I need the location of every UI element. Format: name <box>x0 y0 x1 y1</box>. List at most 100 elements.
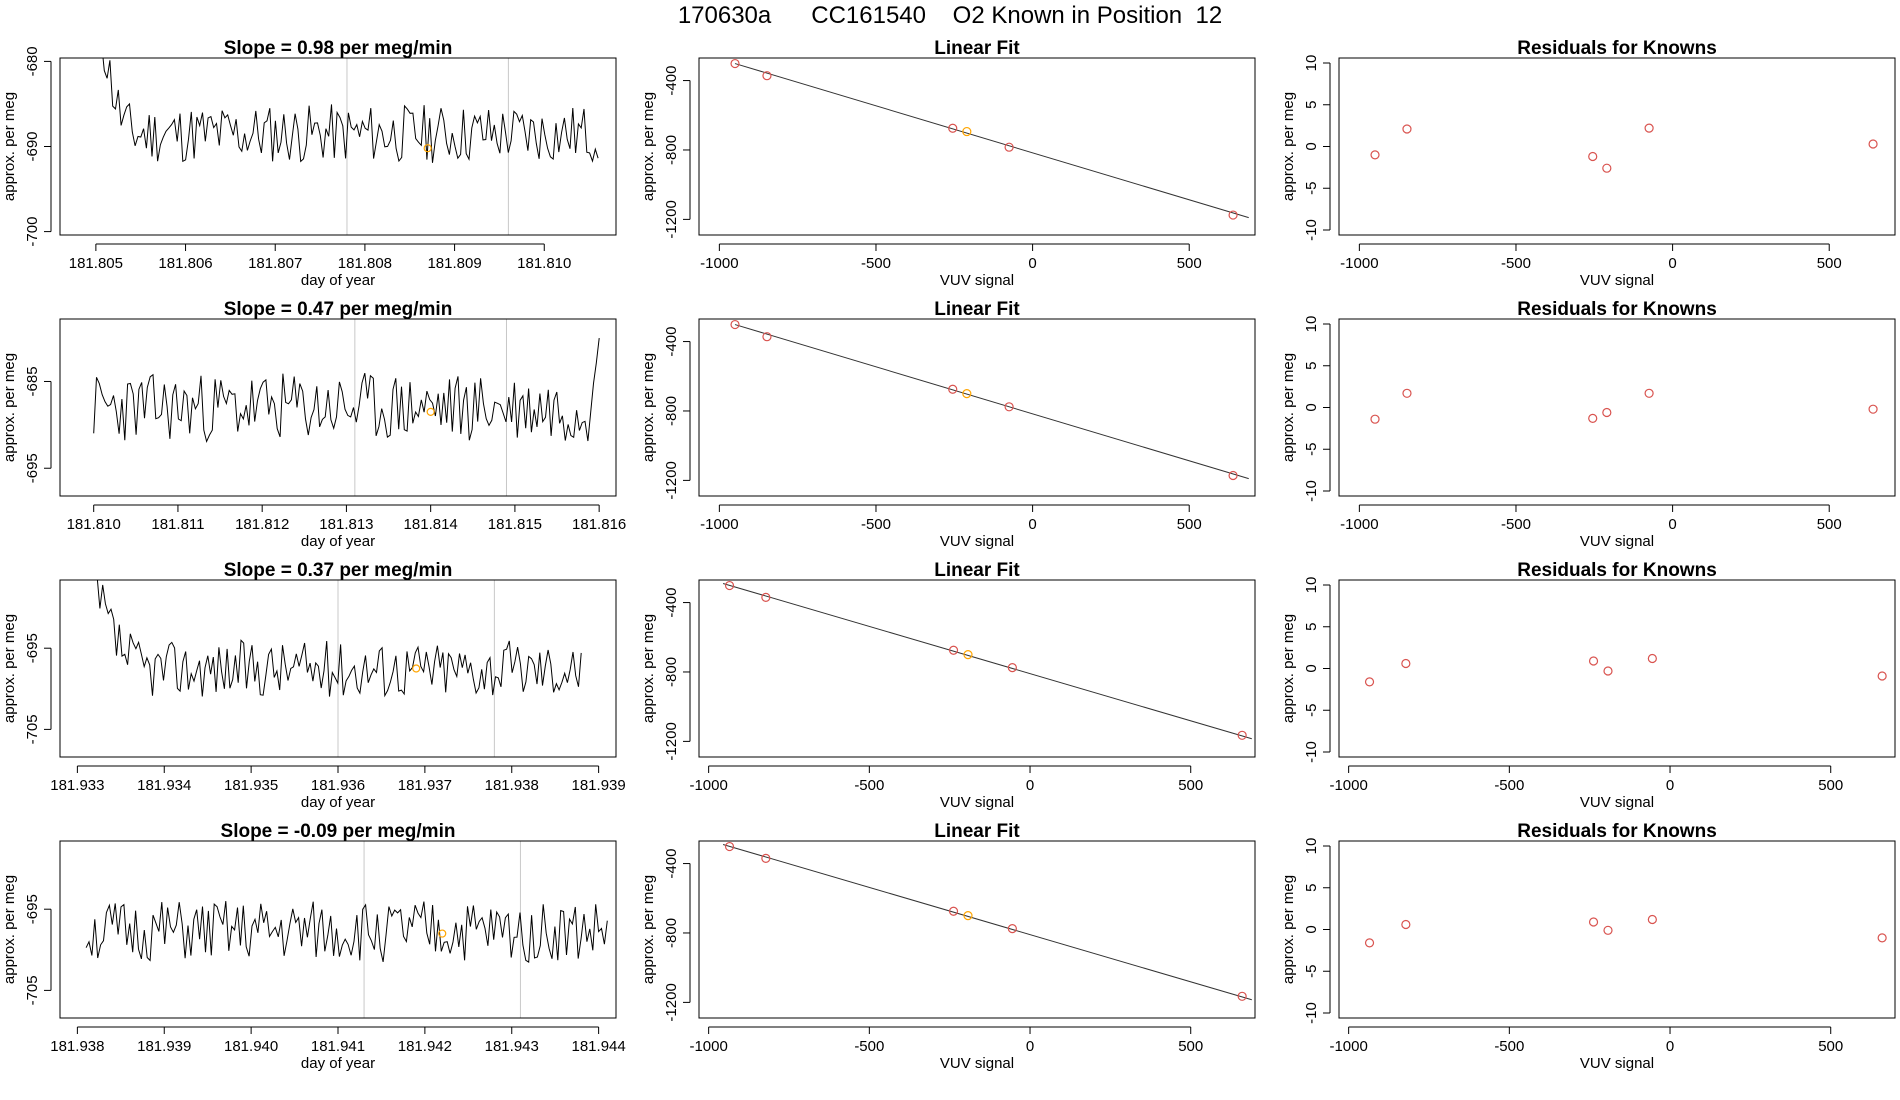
data-point <box>1004 402 1014 412</box>
y-tick-label: -5 <box>1303 443 1320 456</box>
y-tick-label: -680 <box>24 46 41 76</box>
data-point <box>1228 470 1238 481</box>
x-tick-label: 181.941 <box>311 1038 365 1055</box>
panel-title: Residuals for Knowns <box>1517 560 1717 581</box>
data-point <box>724 580 735 591</box>
data-point <box>1603 925 1613 935</box>
y-tick-label: -1200 <box>663 722 680 760</box>
data-point <box>948 384 958 394</box>
plot-area <box>1370 123 1878 173</box>
x-tick-label: 181.816 <box>572 516 626 533</box>
x-axis-label: day of year <box>301 1055 375 1072</box>
data-point <box>1647 653 1657 664</box>
data-point <box>1602 407 1612 418</box>
x-tick-label: 500 <box>1178 777 1203 794</box>
y-tick-label: 0 <box>1303 664 1320 672</box>
plot-frame <box>1338 57 1896 236</box>
x-tick-label: 0 <box>1668 516 1676 533</box>
x-tick-label: 181.810 <box>67 516 121 533</box>
y-tick-label: 5 <box>1303 884 1320 892</box>
x-tick-label: 181.942 <box>398 1038 452 1055</box>
x-tick-label: 181.812 <box>235 516 289 533</box>
x-tick-label: 181.935 <box>224 777 278 794</box>
data-point <box>963 650 973 660</box>
y-tick-label: -5 <box>1303 965 1320 978</box>
y-tick-label: -705 <box>24 975 41 1005</box>
plot-frame <box>698 318 1256 497</box>
y-tick-label: 5 <box>1303 362 1320 370</box>
y-tick-label: -695 <box>24 894 41 924</box>
panel-title: Slope = 0.47 per meg/min <box>224 299 453 320</box>
x-tick-label: 181.814 <box>404 516 458 533</box>
fit-line <box>734 63 1249 219</box>
data-point <box>963 911 973 921</box>
x-tick-label: -500 <box>861 516 891 533</box>
x-axis-label: day of year <box>301 533 375 550</box>
x-tick-label: 0 <box>1028 255 1036 272</box>
data-point <box>1007 924 1017 934</box>
x-tick-label: 0 <box>1026 1038 1034 1055</box>
data-point <box>1370 150 1380 160</box>
x-tick-label: 181.809 <box>427 255 481 272</box>
x-tick-label: 181.811 <box>151 516 204 533</box>
panel-timeseries-row4: Slope = -0.09 per meg/min 181.938 181.939 1… <box>1 821 626 1072</box>
y-tick-label: -10 <box>1303 741 1320 763</box>
x-tick-label: -500 <box>1494 777 1524 794</box>
y-tick-label: -400 <box>663 849 680 879</box>
y-tick-label: -400 <box>663 66 680 96</box>
panel-residuals-row1: Residuals for Knowns -1000 -500 0 500 VUV sig… <box>1280 38 1896 289</box>
y-tick-label: -700 <box>24 217 41 247</box>
plot-area <box>1364 653 1887 687</box>
panel-linear-fit-row3: Linear Fit -1000 -500 0 500 VUV signal -400 -80… <box>640 560 1256 811</box>
x-tick-label: 500 <box>1818 1038 1843 1055</box>
data-point <box>1007 663 1017 673</box>
data-point <box>761 592 771 602</box>
plot-area <box>102 58 599 235</box>
y-tick-label: 5 <box>1303 623 1320 631</box>
plot-frame <box>1338 318 1896 497</box>
data-point <box>1877 933 1887 943</box>
data-point <box>962 126 972 137</box>
fit-line <box>722 843 1252 1001</box>
x-axis-label: day of year <box>301 794 375 811</box>
x-axis-label: VUV signal <box>940 272 1014 289</box>
plot-frame <box>698 579 1256 758</box>
plot-area <box>730 319 1249 481</box>
data-point <box>948 645 959 655</box>
data-point <box>1237 730 1247 740</box>
x-tick-label: 181.934 <box>137 777 191 794</box>
y-tick-label: -400 <box>663 588 680 618</box>
panel-timeseries-row3: Slope = 0.37 per meg/min 181.933 181.934 18… <box>1 560 626 811</box>
plot-area <box>722 841 1252 1001</box>
panel-title: Slope = 0.37 per meg/min <box>224 560 453 581</box>
x-tick-label: 500 <box>1818 777 1843 794</box>
x-tick-label: 181.805 <box>69 255 123 272</box>
y-axis-label: approx. per meg <box>1 92 18 201</box>
data-point <box>1644 388 1654 398</box>
plot-area <box>730 58 1249 220</box>
y-axis-label: approx. per meg <box>1280 92 1297 201</box>
x-tick-label: 181.940 <box>224 1038 278 1055</box>
data-point <box>1868 404 1878 414</box>
y-tick-label: 5 <box>1303 101 1320 109</box>
y-tick-label: -1200 <box>663 983 680 1021</box>
x-tick-label: -500 <box>1501 516 1531 533</box>
data-point <box>962 389 972 399</box>
y-axis-label: approx. per meg <box>640 92 657 201</box>
plot-area <box>1364 914 1887 948</box>
y-axis-label: approx. per meg <box>1280 353 1297 462</box>
x-axis-label: VUV signal <box>1580 1055 1654 1072</box>
x-tick-label: 500 <box>1817 255 1842 272</box>
y-axis-label: approx. per meg <box>1 614 18 723</box>
data-point <box>1237 991 1247 1001</box>
x-tick-label: -1000 <box>1340 255 1378 272</box>
x-tick-label: 0 <box>1028 516 1036 533</box>
data-point <box>1644 123 1654 133</box>
panel-title: Linear Fit <box>934 821 1020 842</box>
x-tick-label: 500 <box>1177 255 1202 272</box>
data-point <box>1401 919 1411 930</box>
panel-title: Linear Fit <box>934 560 1020 581</box>
data-point <box>1402 124 1412 134</box>
x-axis-label: VUV signal <box>1580 533 1654 550</box>
